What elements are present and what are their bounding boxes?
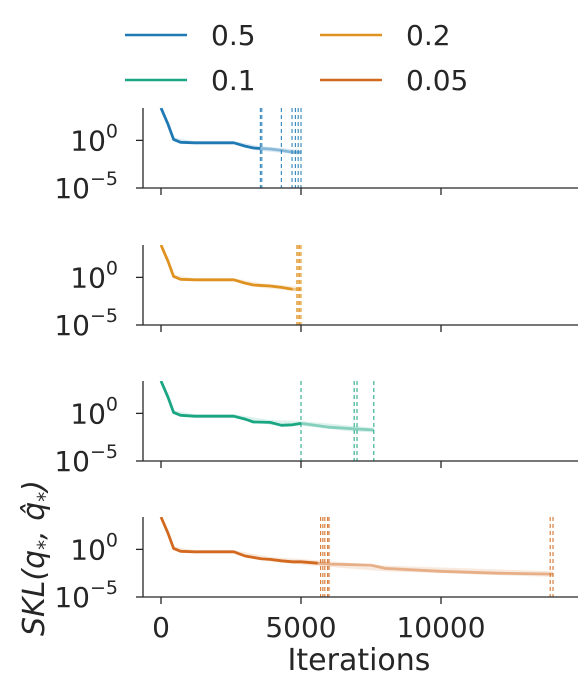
series-line <box>159 108 261 150</box>
legend-label: 0.1 <box>211 64 256 97</box>
y-tick-label: 100 <box>70 120 118 157</box>
panel: 100 10−5 <box>54 517 578 614</box>
chart-legend: 0.5 0.2 0.1 0.05 <box>125 19 468 97</box>
panel: 100 10−5 <box>54 108 578 205</box>
y-tick-label: 10−5 <box>54 305 118 342</box>
x-tick-label: 0 <box>152 611 170 644</box>
panel: 100 10−5 <box>54 245 578 342</box>
series-line-faded <box>317 561 554 576</box>
confidence-band <box>161 381 374 433</box>
chart-panels: 100 10−5 100 10−5 100 10−5 100 10−5 <box>54 108 578 614</box>
y-tick-label: 10−5 <box>54 577 118 614</box>
legend-label: 0.2 <box>406 19 451 52</box>
confidence-band <box>161 517 553 577</box>
y-axis-label: SKL(q*, q̂*) <box>17 480 57 636</box>
y-tick-label: 10−5 <box>54 168 118 205</box>
x-tick-label: 10000 <box>396 611 485 644</box>
y-tick-label: 100 <box>70 257 118 294</box>
series-line <box>159 381 302 427</box>
confidence-band <box>161 245 301 292</box>
legend-label: 0.5 <box>211 19 256 52</box>
series-line <box>159 245 293 291</box>
legend-label: 0.05 <box>406 64 468 97</box>
x-tick-labels: 0 5000 10000 <box>152 611 485 644</box>
series-line-faded <box>300 422 374 432</box>
confidence-band <box>161 108 301 155</box>
y-tick-label: 100 <box>70 529 118 566</box>
y-tick-label: 100 <box>70 393 118 430</box>
series-line <box>159 517 318 565</box>
panel: 100 10−5 <box>54 381 578 478</box>
x-tick-label: 5000 <box>265 611 336 644</box>
y-tick-label: 10−5 <box>54 441 118 478</box>
x-axis-label: Iterations <box>288 643 431 678</box>
